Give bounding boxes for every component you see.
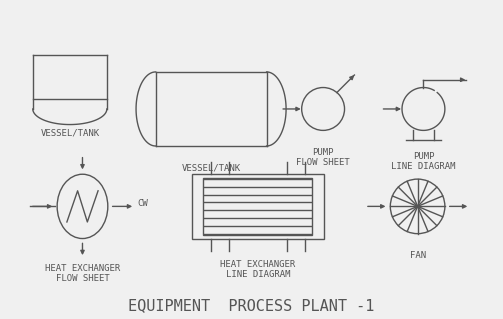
Text: EQUIPMENT  PROCESS PLANT -1: EQUIPMENT PROCESS PLANT -1 (128, 298, 374, 313)
Text: FAN: FAN (409, 251, 426, 260)
Text: CW: CW (137, 199, 148, 208)
Text: VESSEL/TANK: VESSEL/TANK (40, 129, 100, 137)
Text: PUMP
LINE DIAGRAM: PUMP LINE DIAGRAM (391, 152, 456, 171)
Text: VESSEL/TANK: VESSEL/TANK (182, 164, 240, 173)
Bar (203, 178, 312, 235)
Text: HEAT EXCHANGER
FLOW SHEET: HEAT EXCHANGER FLOW SHEET (45, 264, 120, 283)
Bar (192, 174, 324, 239)
Text: HEAT EXCHANGER
LINE DIAGRAM: HEAT EXCHANGER LINE DIAGRAM (220, 260, 295, 279)
Text: PUMP
FLOW SHEET: PUMP FLOW SHEET (296, 148, 350, 167)
